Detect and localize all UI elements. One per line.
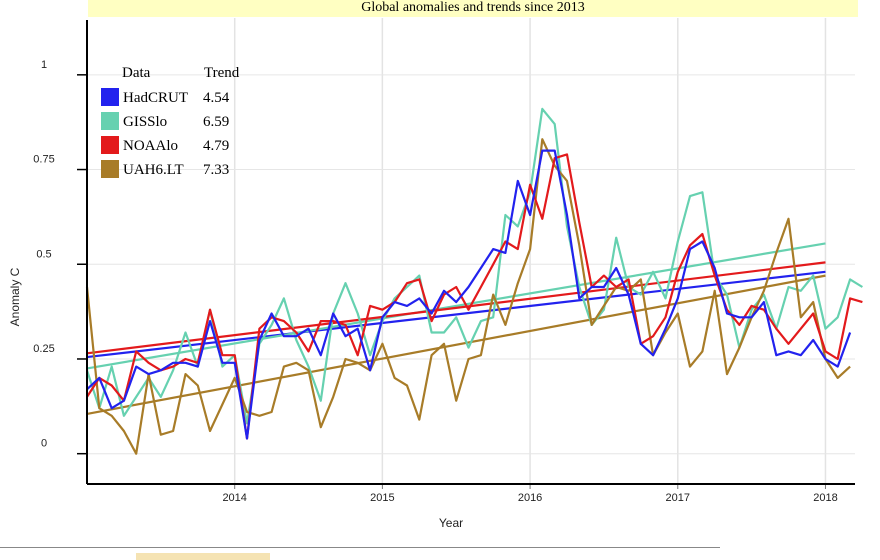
legend-name-uah6-lt: UAH6.LT [123,162,184,178]
page-divider [0,547,720,548]
legend-swatch-hadcrut [101,88,119,106]
chart-title: Global anomalies and trends since 2013 [88,0,858,17]
legend-name-gisslo: GISSlo [123,114,167,130]
legend-header-label: Data [122,65,151,81]
legend-value-noaalo: 4.79 [203,138,229,154]
y-tick-label: 0.25 [33,343,54,355]
legend-header-value: Trend [204,65,240,81]
axes: 2014 2015 2016 2017 2018 0 0.25 0.5 0.75 1 [33,20,855,504]
x-tick-label: 2017 [666,492,690,504]
x-tick-label: 2018 [813,492,837,504]
x-tick-label: 2016 [518,492,542,504]
legend-value-hadcrut: 4.54 [203,90,230,106]
legend-name-hadcrut: HadCRUT [123,90,188,106]
series-line-hadcrut [86,149,852,440]
y-axis-title: Anomaly C [8,267,22,326]
x-tick-label: 2015 [370,492,394,504]
legend-value-uah6-lt: 7.33 [203,162,229,178]
y-tick-label: 0.75 [33,154,54,166]
series-line-uah6-lt [85,138,851,455]
grid-lines [87,18,855,484]
trend-line-hadcrut [86,270,826,359]
series-lines [85,107,863,455]
x-axis-title: Year [439,516,463,530]
series-line-noaalo [86,153,863,440]
y-tick-label: 1 [41,59,47,71]
y-tick-label: 0 [41,438,47,450]
bottom-tab [136,553,270,560]
legend-swatch-noaalo [101,136,119,154]
trend-line-gisslo [86,242,826,370]
y-tick-label: 0.5 [36,248,51,260]
legend-name-noaalo: NOAAlo [123,138,178,154]
trend-line-uah6-lt [86,274,826,415]
x-tick-label: 2014 [222,492,246,504]
legend-swatch-gisslo [101,112,119,130]
trend-line-noaalo [86,261,826,355]
legend: Data Trend HadCRUT 4.54 GISSlo 6.59 NOAAlo 4.79… [101,65,240,178]
series-line-gisslo [85,107,863,425]
legend-value-gisslo: 6.59 [203,114,229,130]
trend-lines [86,242,826,415]
legend-swatch-uah6-lt [101,160,119,178]
